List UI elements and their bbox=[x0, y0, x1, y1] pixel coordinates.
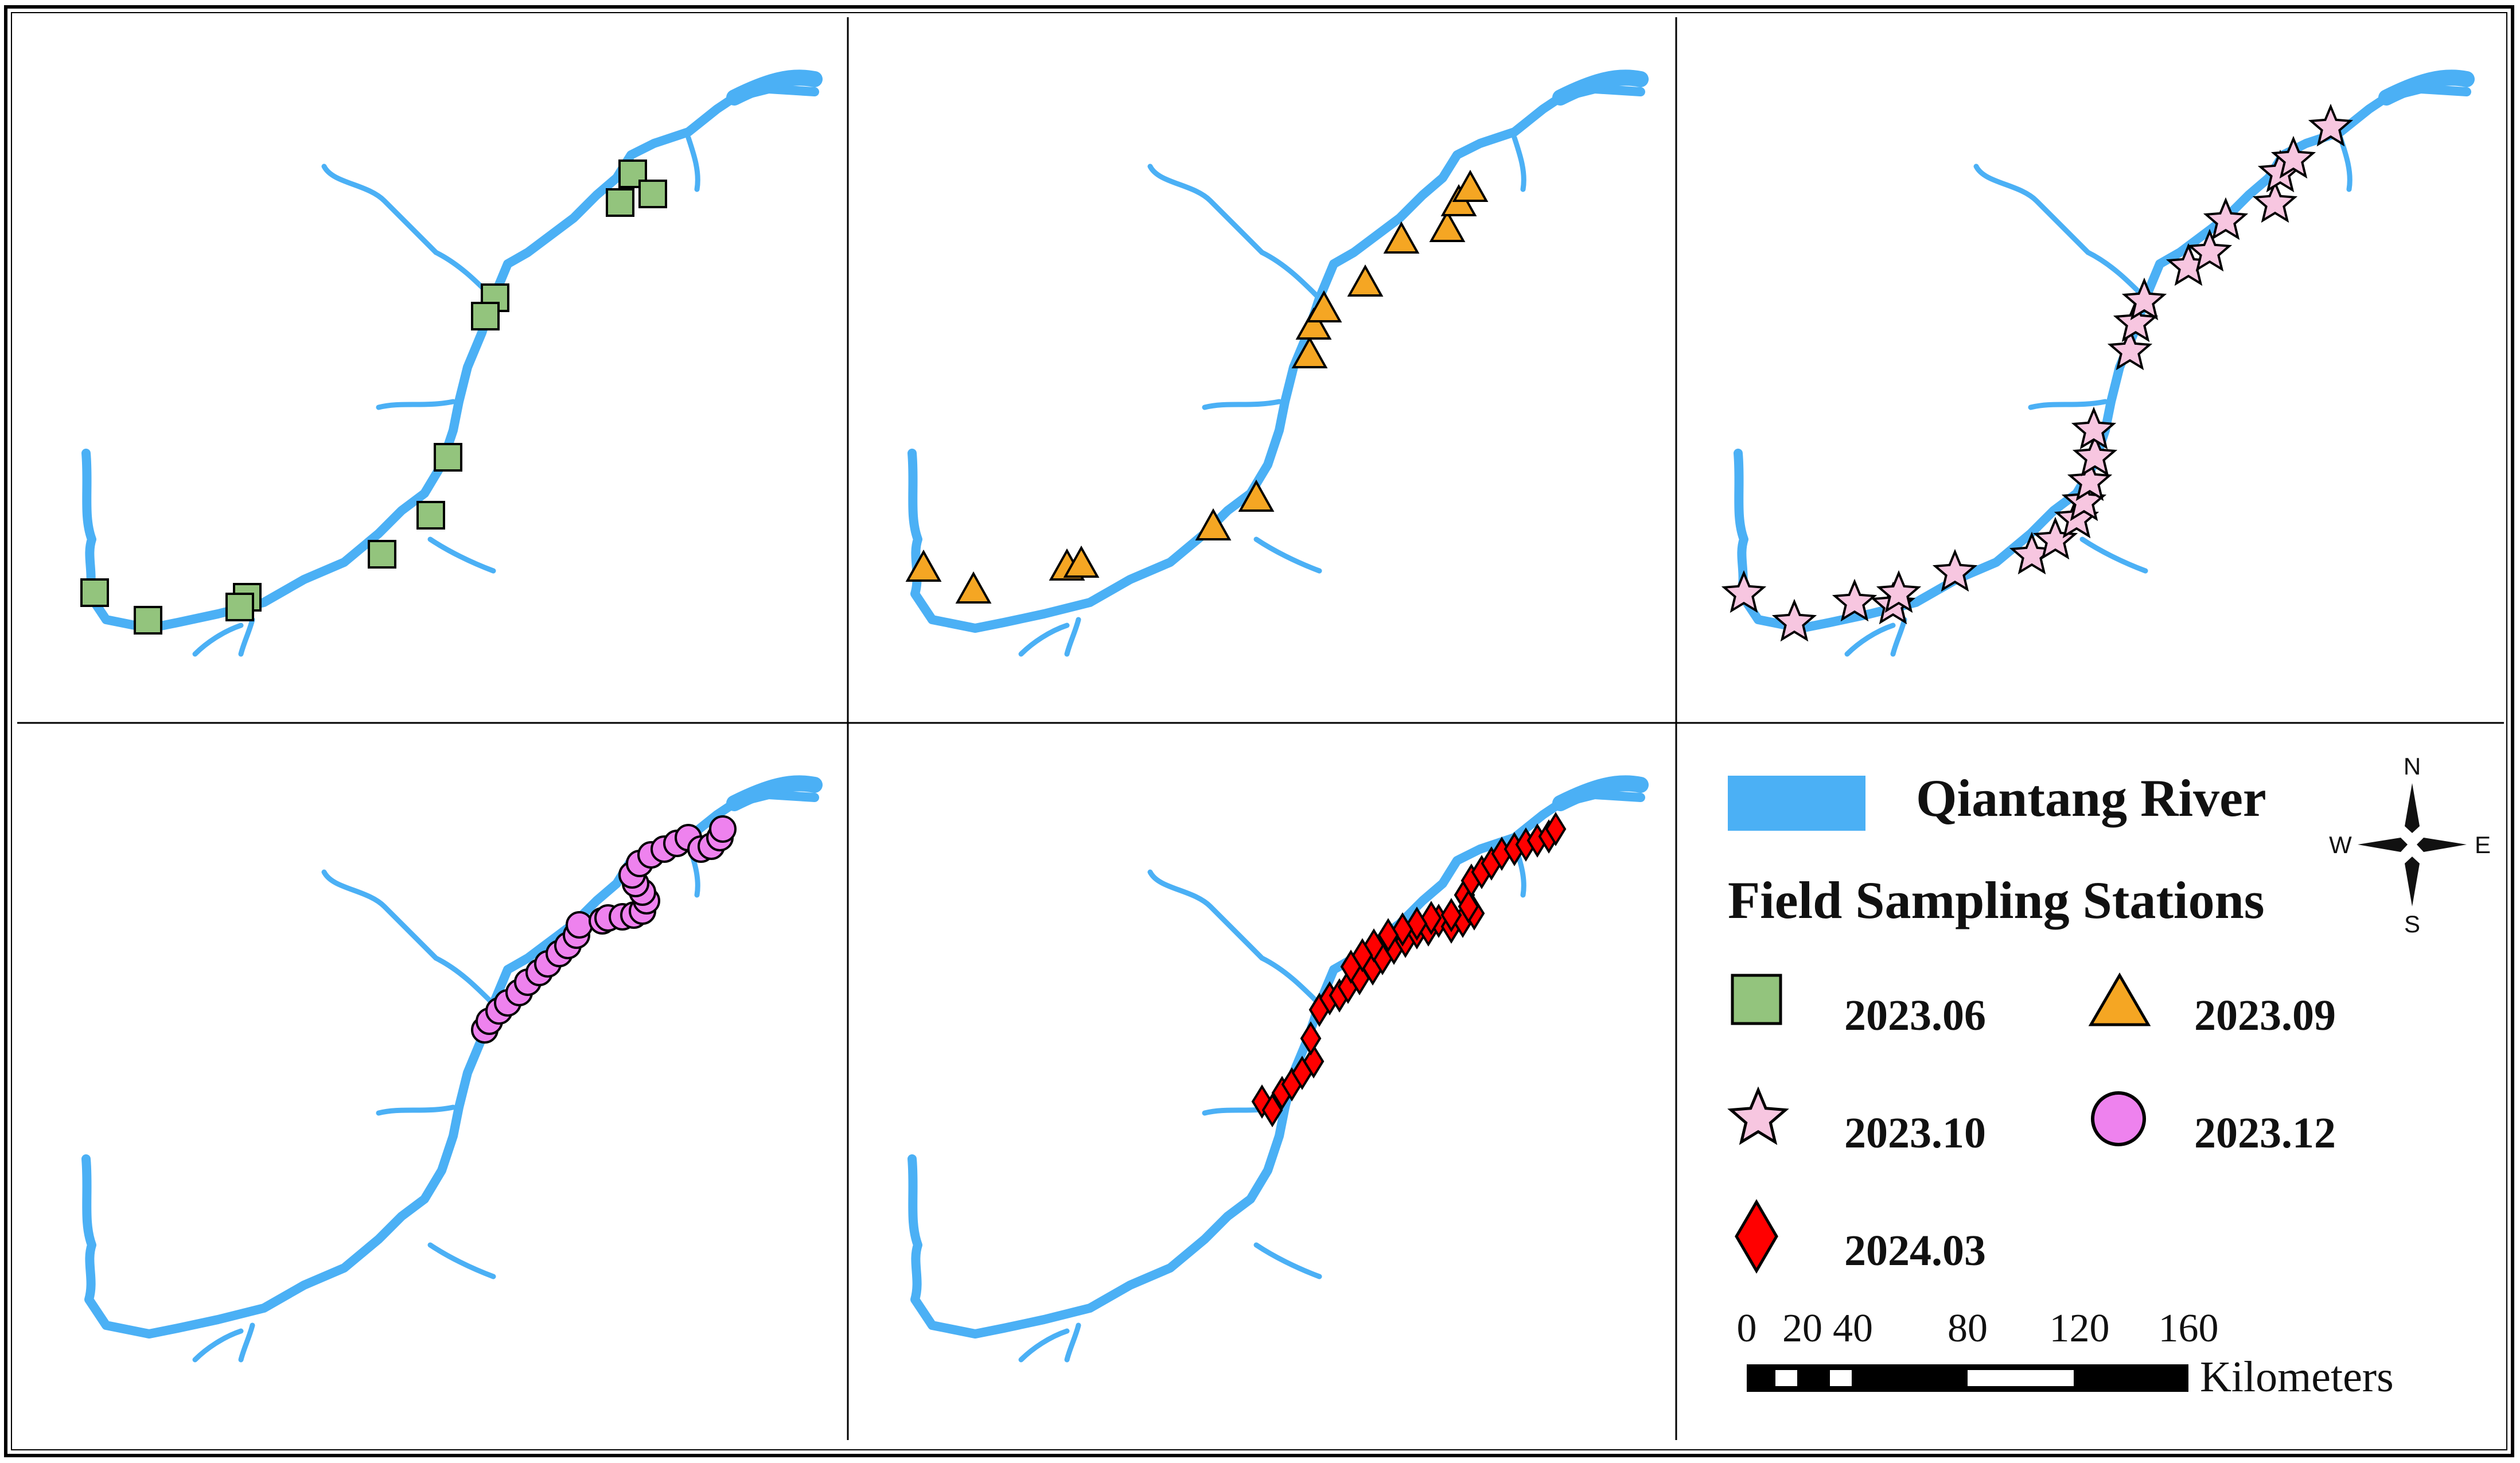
station-marker bbox=[2121, 277, 2167, 321]
station-marker bbox=[709, 815, 737, 843]
legend-item-label: 2024.03 bbox=[1844, 1227, 1986, 1275]
station-marker bbox=[2203, 197, 2249, 240]
panel-2023-09 bbox=[907, 77, 1641, 654]
station-marker bbox=[1727, 1086, 1789, 1145]
scale-tick-label: 20 bbox=[1782, 1306, 1822, 1351]
station-marker bbox=[2072, 433, 2118, 477]
legend-stations-title: Field Sampling Stations bbox=[1728, 871, 2265, 929]
compass-arrow-north bbox=[2405, 783, 2420, 833]
legend: Qiantang River Field Sampling Stations 2… bbox=[1727, 769, 2336, 1275]
scale-bar-segment bbox=[1830, 1370, 1852, 1386]
station-marker bbox=[368, 540, 396, 569]
station-marker bbox=[2107, 327, 2153, 371]
station-marker bbox=[1420, 901, 1442, 935]
station-marker bbox=[1303, 1044, 1325, 1079]
map-inner-border bbox=[11, 12, 2507, 1450]
station-marker bbox=[1291, 336, 1328, 368]
panel-2023-06 bbox=[81, 77, 815, 654]
station-marker bbox=[1429, 209, 1466, 242]
station-marker bbox=[1876, 570, 1922, 613]
station-marker bbox=[1300, 1021, 1322, 1056]
station-marker bbox=[566, 911, 593, 939]
legend-item-label: 2023.10 bbox=[1844, 1109, 1986, 1157]
station-marker bbox=[134, 606, 162, 635]
compass-arrow-south bbox=[2405, 857, 2420, 906]
scale-tick-label: 0 bbox=[1737, 1306, 1757, 1351]
scale-bar-segment bbox=[1775, 1370, 1797, 1386]
station-marker bbox=[1377, 918, 1399, 952]
scale-tick-label: 40 bbox=[1833, 1306, 1873, 1351]
panel-2023-10 bbox=[1721, 77, 2467, 654]
legend-square-symbol bbox=[1731, 974, 1782, 1025]
panel-2024-03 bbox=[912, 783, 1641, 1360]
station-marker bbox=[1721, 570, 1767, 613]
legend-item-label: 2023.12 bbox=[2194, 1109, 2336, 1157]
scale-bar-segment bbox=[1968, 1370, 2074, 1386]
station-marker bbox=[1306, 290, 1342, 322]
station-marker bbox=[1932, 548, 1978, 592]
station-marker bbox=[1238, 479, 1275, 512]
panel-2023-12 bbox=[86, 783, 815, 1360]
station-marker bbox=[1440, 898, 1462, 932]
station-marker bbox=[1261, 1093, 1283, 1127]
station-marker bbox=[471, 302, 500, 330]
station-marker bbox=[2113, 299, 2159, 343]
station-marker bbox=[2308, 103, 2354, 147]
station-marker bbox=[1195, 508, 1232, 540]
scale-tick-label: 80 bbox=[1948, 1306, 1988, 1351]
compass-arrow-east bbox=[2417, 838, 2467, 852]
legend-diamond-symbol bbox=[1735, 1199, 1778, 1274]
station-marker bbox=[1063, 545, 1100, 578]
compass-e: E bbox=[2475, 831, 2491, 858]
station-marker bbox=[225, 593, 254, 621]
compass-w: W bbox=[2329, 831, 2352, 858]
legend-river-swatch bbox=[1728, 776, 1865, 831]
legend-item-label: 2023.09 bbox=[2194, 991, 2336, 1040]
station-marker bbox=[955, 571, 992, 604]
station-marker bbox=[638, 180, 667, 208]
station-marker bbox=[1452, 169, 1489, 202]
station-marker bbox=[1383, 221, 1420, 254]
legend-star-symbol bbox=[1727, 1086, 1789, 1145]
station-marker bbox=[1458, 889, 1479, 924]
station-marker bbox=[2187, 228, 2233, 272]
scale-tick-label: 120 bbox=[2050, 1306, 2110, 1351]
scale-tick-label: 160 bbox=[2159, 1306, 2219, 1351]
station-marker bbox=[80, 578, 109, 607]
legend-triangle-symbol bbox=[2088, 972, 2151, 1026]
station-marker bbox=[1832, 578, 1878, 622]
station-marker bbox=[1340, 950, 1362, 984]
station-marker bbox=[416, 501, 445, 530]
station-marker bbox=[2252, 180, 2298, 223]
compass-s: S bbox=[2404, 911, 2420, 937]
scale-unit: Kilometers bbox=[2200, 1353, 2394, 1401]
legend-item-label: 2023.06 bbox=[1844, 991, 1986, 1040]
station-marker bbox=[434, 443, 462, 472]
station-marker bbox=[1545, 812, 1567, 846]
station-marker bbox=[1392, 912, 1413, 947]
station-marker bbox=[606, 188, 634, 217]
compass-rose: N S W E bbox=[2329, 753, 2491, 937]
legend-river-label: Qiantang River bbox=[1916, 769, 2266, 827]
station-marker bbox=[1406, 906, 1428, 941]
station-marker bbox=[1295, 307, 1332, 340]
station-marker bbox=[2270, 135, 2316, 179]
legend-circle-symbol bbox=[2091, 1091, 2146, 1146]
station-marker bbox=[1771, 598, 1817, 642]
station-marker bbox=[1347, 264, 1384, 297]
compass-n: N bbox=[2404, 753, 2421, 780]
compass-arrow-west bbox=[2358, 838, 2408, 852]
scale-bar: 0 20 40 80 120 160 Kilometers bbox=[1737, 1306, 2394, 1401]
station-marker bbox=[2071, 406, 2117, 450]
station-marker bbox=[905, 549, 942, 582]
station-marker bbox=[2067, 458, 2113, 501]
